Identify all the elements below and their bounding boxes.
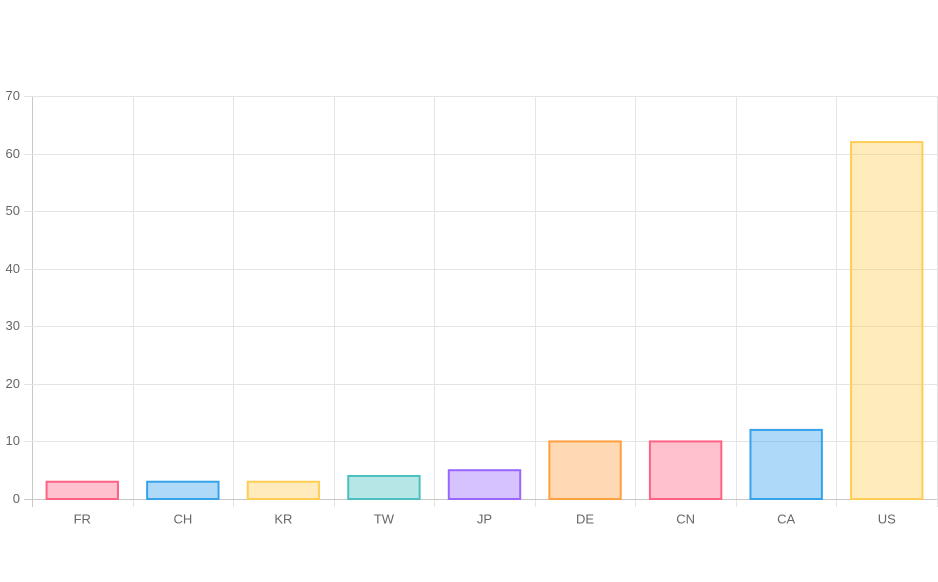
bar xyxy=(146,480,220,501)
y-tick-label: 50 xyxy=(6,203,20,218)
x-tick-label: CN xyxy=(676,511,695,526)
bar xyxy=(749,428,823,500)
x-tick-label: DE xyxy=(576,511,594,526)
y-tick-label: 40 xyxy=(6,261,20,276)
x-tick-label: TW xyxy=(374,511,395,526)
x-tick-label: JP xyxy=(477,511,492,526)
x-tick-label: CA xyxy=(777,511,795,526)
y-tick-label: 0 xyxy=(13,491,20,506)
x-tick-label: CH xyxy=(173,511,192,526)
bar xyxy=(447,469,522,501)
x-tick-label: FR xyxy=(74,511,91,526)
y-tick-label: 70 xyxy=(6,88,20,103)
bar xyxy=(45,480,119,501)
y-tick-label: 10 xyxy=(6,433,20,448)
bar xyxy=(850,141,924,501)
x-tick-label: US xyxy=(878,511,896,526)
y-tick-label: 60 xyxy=(6,146,20,161)
y-tick-label: 20 xyxy=(6,376,20,391)
bar xyxy=(347,474,421,501)
y-tick-label: 30 xyxy=(6,318,20,333)
bar xyxy=(246,480,321,501)
bar xyxy=(548,440,622,500)
bar xyxy=(648,440,723,500)
x-tick-label: KR xyxy=(274,511,292,526)
